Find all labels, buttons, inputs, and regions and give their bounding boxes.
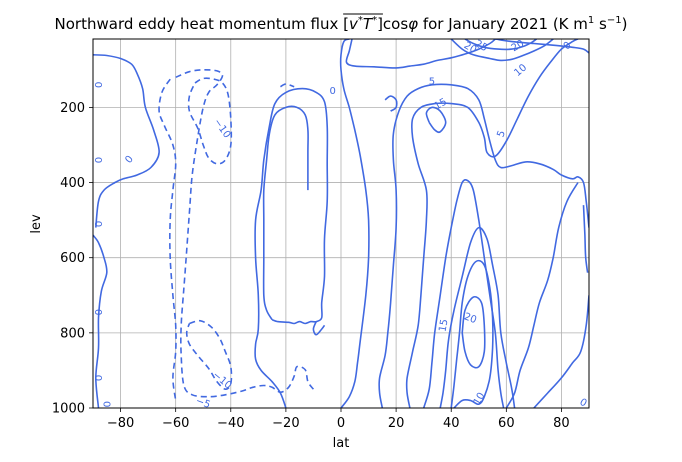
contour-label: −10 (210, 370, 233, 392)
contour-line (582, 205, 589, 273)
contour-line (185, 319, 233, 391)
y-tick-label: 800 (60, 326, 85, 341)
x-axis-label: lat (333, 436, 350, 451)
x-tick-label: 0 (337, 416, 345, 431)
contour-label: 0 (94, 157, 105, 163)
y-axis-label: lev (29, 214, 44, 234)
contour-line (439, 226, 516, 408)
contour-label: 15 (437, 318, 450, 332)
contour-line (450, 259, 494, 408)
contour-line (533, 295, 589, 408)
contour-label: 10 (512, 62, 529, 79)
contour-line (175, 68, 315, 398)
contour-line (339, 39, 370, 408)
title-star-1: * (358, 15, 363, 26)
contour-line (384, 95, 398, 112)
contour-line (461, 296, 486, 369)
contour-label: 0 (102, 401, 113, 407)
title-suffix: for January 2021 (K m (418, 15, 588, 33)
contour-label: 5 (429, 77, 435, 88)
contour-line (378, 83, 589, 408)
x-tick-label: −80 (107, 416, 134, 431)
contour-label: 0 (94, 82, 105, 88)
contour-line (464, 39, 538, 51)
x-tick-label: 20 (388, 416, 405, 431)
contour-line (254, 87, 329, 408)
y-tick-label: 1000 (52, 402, 85, 417)
title-sup-2: −1 (607, 15, 622, 26)
title-v: v (349, 15, 359, 33)
contour-label: 0 (330, 86, 336, 97)
contour-label: −10 (211, 117, 232, 141)
contour-line (345, 39, 496, 69)
contour-label: 0 (94, 309, 105, 315)
contour-lines (93, 39, 589, 408)
y-tick-label: 600 (60, 251, 85, 266)
x-tick-label: −40 (217, 416, 244, 431)
title-cos: cos (383, 15, 408, 33)
contour-line (312, 321, 326, 336)
contour-line (505, 182, 579, 408)
contour-label: −5 (194, 396, 212, 411)
title-flux-open: [ (343, 15, 349, 33)
title-phi: φ (408, 15, 418, 33)
contour-line (422, 179, 505, 408)
y-tick-label: 400 (60, 176, 85, 191)
contour-label: 20 (510, 38, 527, 54)
contour-label: 0 (94, 221, 105, 227)
contour-label: 0 (577, 397, 588, 410)
y-tick-label: 200 (60, 101, 85, 116)
title-star-2: * (372, 15, 377, 26)
title-mid: s (594, 15, 607, 33)
contour-line (450, 39, 554, 62)
title-t: T (363, 15, 374, 33)
contour-label: 0 (123, 154, 136, 166)
title-sup-1: 1 (588, 15, 594, 26)
contour-line (280, 83, 295, 88)
contour-label: 15 (432, 97, 449, 113)
contour-label: 5 (495, 129, 508, 139)
contour-label: 0 (94, 375, 105, 381)
contour-line (262, 105, 309, 321)
contour-label: 0 (562, 40, 574, 53)
contour-label: 20 (462, 40, 479, 56)
contour-label: 20 (462, 311, 478, 326)
x-tick-label: 80 (553, 416, 570, 431)
contour-line (495, 39, 589, 54)
title-flux-close: ] (377, 15, 383, 33)
contour-line (158, 78, 177, 401)
contour-line (93, 234, 108, 408)
title-prefix: Northward eddy heat momentum flux (55, 15, 344, 33)
title-end: ) (622, 15, 628, 33)
contour-line (187, 77, 233, 165)
x-tick-label: 60 (498, 416, 515, 431)
contour-line (425, 106, 447, 134)
x-tick-label: −20 (272, 416, 299, 431)
contour-line (405, 39, 579, 408)
grid (93, 39, 589, 409)
x-tick-label: 40 (443, 416, 460, 431)
contour-line (93, 54, 160, 228)
chart-title: Northward eddy heat momentum flux [v*T*]… (55, 15, 628, 33)
x-tick-label: −60 (162, 416, 189, 431)
